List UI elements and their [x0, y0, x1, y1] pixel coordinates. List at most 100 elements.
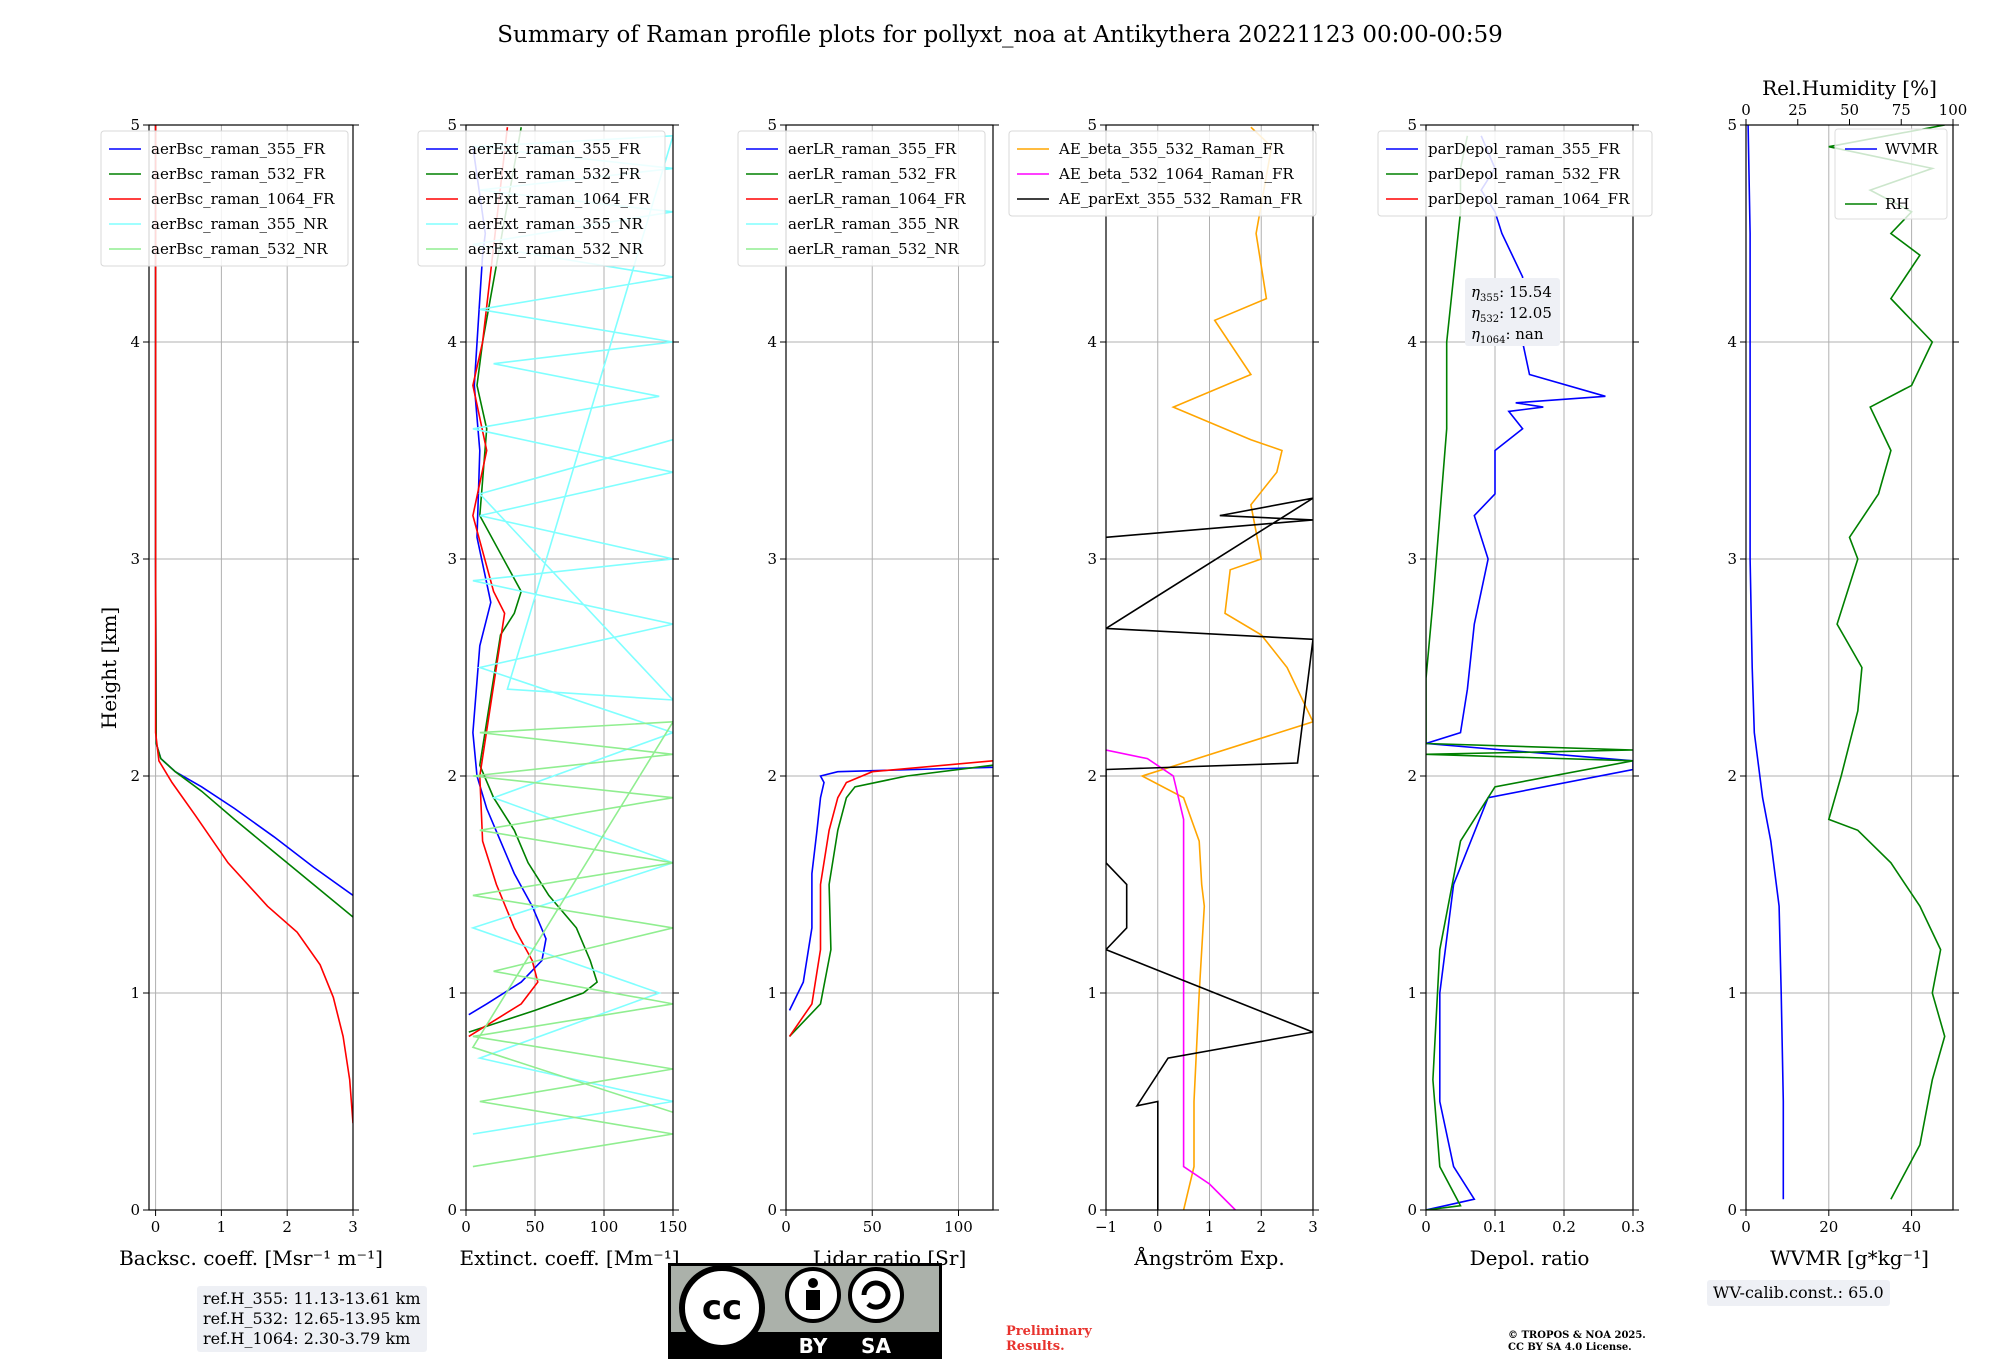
- x-tick-label: 0.3: [1621, 1218, 1645, 1236]
- ref-height-1064: ref.H_1064: 2.30-3.79 km: [203, 1329, 411, 1348]
- cc-by-sa-badge: cc BY SA: [668, 1263, 942, 1359]
- copyright-note: © TROPOS & NOA 2025. CC BY SA 4.0 Licens…: [1508, 1330, 1646, 1353]
- x-tick-label: 1: [1205, 1218, 1215, 1236]
- y-tick-label: 0: [1727, 1201, 1737, 1219]
- series-line: [1106, 497, 1313, 1210]
- x-tick-label: 1: [217, 1218, 227, 1236]
- legend-label: aerBsc_raman_1064_FR: [151, 190, 335, 208]
- x-tick-label: 2: [1256, 1218, 1266, 1236]
- svg-text:cc: cc: [702, 1288, 742, 1328]
- x-tick-label: 150: [659, 1218, 688, 1236]
- axes-frame: [148, 124, 354, 1211]
- wv-calib-box: WV-calib.const.: 65.0: [1707, 1280, 1890, 1306]
- x-tick-label: 0: [781, 1218, 791, 1236]
- legend-label: aerLR_raman_355_FR: [788, 140, 957, 158]
- x-tick-label: 100: [590, 1218, 619, 1236]
- y-tick-label: 5: [447, 116, 457, 134]
- series-line: [788, 764, 993, 1037]
- x-tick-label: 0.2: [1552, 1218, 1576, 1236]
- y-tick-label: 4: [1727, 333, 1737, 351]
- top-x-tick-label: 0: [1741, 101, 1751, 119]
- x-tick-label: 50: [863, 1218, 882, 1236]
- x-tick-label: 3: [348, 1218, 358, 1236]
- x-tick-label: 40: [1902, 1218, 1921, 1236]
- y-tick-label: 1: [1087, 984, 1097, 1002]
- legend-label: WVMR: [1885, 140, 1939, 158]
- series-line: [1827, 125, 1946, 1200]
- legend-label: aerExt_raman_532_NR: [468, 240, 644, 258]
- x-tick-label: 50: [525, 1218, 544, 1236]
- x-tick-label: 0: [1421, 1218, 1431, 1236]
- y-tick-label: 2: [130, 767, 140, 785]
- y-tick-label: 2: [447, 767, 457, 785]
- x-tick-label: 0: [461, 1218, 471, 1236]
- y-tick-label: 3: [767, 550, 777, 568]
- series-line: [1106, 749, 1236, 1210]
- series-line: [470, 134, 673, 1135]
- legend-label: aerExt_raman_1064_FR: [468, 190, 650, 208]
- y-tick-label: 0: [130, 1201, 140, 1219]
- y-tick-label: 5: [767, 116, 777, 134]
- legend-label: RH: [1885, 195, 1909, 213]
- legend-label: aerBsc_raman_355_FR: [151, 140, 326, 158]
- axes-frame: [465, 124, 674, 1211]
- legend-label: aerLR_raman_532_FR: [788, 165, 957, 183]
- figure-title: Summary of Raman profile plots for polly…: [497, 22, 1503, 48]
- series-line: [788, 766, 993, 1011]
- y-tick-label: 5: [1727, 116, 1737, 134]
- y-tick-label: 1: [447, 984, 457, 1002]
- y-tick-label: 0: [447, 1201, 457, 1219]
- legend-label: parDepol_raman_1064_FR: [1428, 190, 1630, 208]
- legend-box: [1377, 130, 1653, 217]
- chart-panel-1: 0 1 2 3 0 1 2 3 4 5 Backsc. coeff. [Msr⁻¹ m⁻¹] aerB…: [100, 116, 383, 1270]
- legend-box: [100, 130, 349, 267]
- legend-label: aerLR_raman_355_NR: [788, 215, 959, 233]
- top-x-tick-label: 50: [1840, 101, 1859, 119]
- y-axis-label: Height [km]: [97, 607, 121, 729]
- x-axis-label: WVMR [g*kg⁻¹]: [1770, 1246, 1929, 1270]
- legend-label: AE_beta_532_1064_Raman_FR: [1058, 165, 1294, 183]
- y-tick-label: 3: [447, 550, 457, 568]
- y-tick-label: 2: [1727, 767, 1737, 785]
- series-line: [154, 125, 353, 1124]
- legend-label: aerBsc_raman_532_FR: [151, 165, 326, 183]
- y-tick-label: 0: [1087, 1201, 1097, 1219]
- y-tick-label: 4: [130, 333, 140, 351]
- eta-label: η355: 15.54: [1471, 283, 1552, 304]
- x-axis-label: Extinct. coeff. [Mm⁻¹]: [459, 1246, 679, 1270]
- legend-label: aerLR_raman_532_NR: [788, 240, 959, 258]
- x-tick-label: 2: [282, 1218, 292, 1236]
- y-tick-label: 0: [1407, 1201, 1417, 1219]
- x-tick-label: 20: [1819, 1218, 1838, 1236]
- legend-label: aerExt_raman_355_NR: [468, 215, 644, 233]
- x-axis-label: Depol. ratio: [1470, 1246, 1590, 1270]
- legend-box: [1008, 130, 1317, 217]
- series-line: [1426, 135, 1633, 1210]
- axes-frame: [1745, 124, 1954, 1211]
- top-x-tick-label: 75: [1892, 101, 1911, 119]
- legend-label: aerBsc_raman_532_NR: [151, 240, 328, 258]
- y-tick-label: 4: [1407, 333, 1417, 351]
- eta-label: η1064: nan: [1471, 325, 1544, 346]
- y-tick-label: 4: [447, 333, 457, 351]
- y-tick-label: 3: [1407, 550, 1417, 568]
- legend-box: [1834, 128, 1948, 220]
- y-tick-label: 4: [1087, 333, 1097, 351]
- chart-panel-2: 0 50 100 150 0 1 2 3 4 5 Extinct. coeff. [Mm⁻¹] aer…: [417, 116, 688, 1270]
- series-line: [1426, 135, 1633, 1210]
- y-tick-label: 0: [767, 1201, 777, 1219]
- top-x-tick-label: 100: [1939, 101, 1968, 119]
- legend-box: [417, 130, 666, 267]
- y-tick-label: 3: [1727, 550, 1737, 568]
- x-tick-label: −1: [1095, 1218, 1117, 1236]
- eta-label: η532: 12.05: [1471, 304, 1552, 325]
- cc-sa-label: SA: [861, 1334, 891, 1358]
- chart-panel-6: 0 20 40 0 1 2 3 4 5 WVMR [g*kg⁻¹] 0 25 50 75 100Rel.Hu…: [1727, 76, 1967, 1270]
- legend-label: parDepol_raman_355_FR: [1428, 140, 1621, 158]
- x-tick-label: 100: [944, 1218, 973, 1236]
- y-tick-label: 3: [1087, 550, 1097, 568]
- ref-height-355: ref.H_355: 11.13-13.61 km: [203, 1289, 421, 1308]
